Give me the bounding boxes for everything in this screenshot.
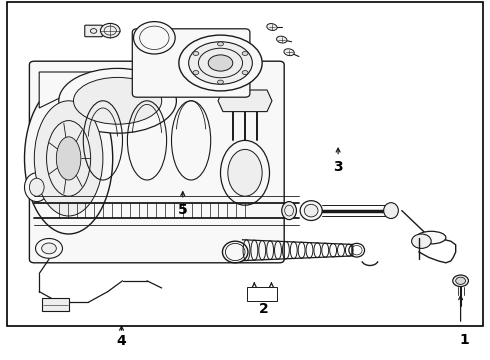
Text: 2: 2	[259, 302, 269, 316]
Ellipse shape	[242, 71, 248, 75]
Text: 5: 5	[178, 203, 188, 217]
Ellipse shape	[218, 80, 223, 84]
Ellipse shape	[242, 51, 248, 55]
Ellipse shape	[282, 202, 296, 220]
Text: 4: 4	[117, 334, 126, 348]
Ellipse shape	[228, 149, 262, 196]
Bar	[247, 287, 277, 301]
Ellipse shape	[24, 173, 49, 202]
Bar	[42, 298, 69, 311]
Ellipse shape	[193, 51, 199, 55]
Ellipse shape	[198, 48, 243, 78]
Text: 3: 3	[333, 160, 343, 174]
Ellipse shape	[59, 68, 176, 133]
Ellipse shape	[179, 35, 262, 91]
Ellipse shape	[384, 203, 398, 219]
Ellipse shape	[47, 121, 91, 196]
Polygon shape	[218, 90, 272, 112]
Ellipse shape	[74, 77, 162, 124]
Ellipse shape	[416, 231, 446, 244]
FancyBboxPatch shape	[132, 29, 250, 97]
Ellipse shape	[29, 178, 44, 196]
Ellipse shape	[300, 201, 322, 220]
Ellipse shape	[456, 277, 466, 284]
Ellipse shape	[34, 101, 103, 216]
Ellipse shape	[193, 71, 199, 75]
Ellipse shape	[133, 22, 175, 54]
Ellipse shape	[276, 36, 287, 43]
FancyBboxPatch shape	[29, 61, 284, 263]
Ellipse shape	[208, 55, 233, 71]
Ellipse shape	[56, 137, 81, 180]
Ellipse shape	[412, 234, 431, 248]
Ellipse shape	[304, 204, 318, 217]
Ellipse shape	[24, 83, 113, 234]
Ellipse shape	[36, 239, 63, 258]
Polygon shape	[39, 72, 98, 108]
Ellipse shape	[220, 140, 270, 205]
FancyBboxPatch shape	[85, 25, 102, 37]
Ellipse shape	[453, 275, 468, 287]
Ellipse shape	[100, 23, 120, 38]
Ellipse shape	[42, 243, 56, 254]
Ellipse shape	[284, 49, 294, 56]
Text: 1: 1	[460, 333, 469, 347]
Ellipse shape	[218, 42, 223, 46]
Ellipse shape	[267, 23, 277, 31]
Ellipse shape	[189, 42, 252, 84]
